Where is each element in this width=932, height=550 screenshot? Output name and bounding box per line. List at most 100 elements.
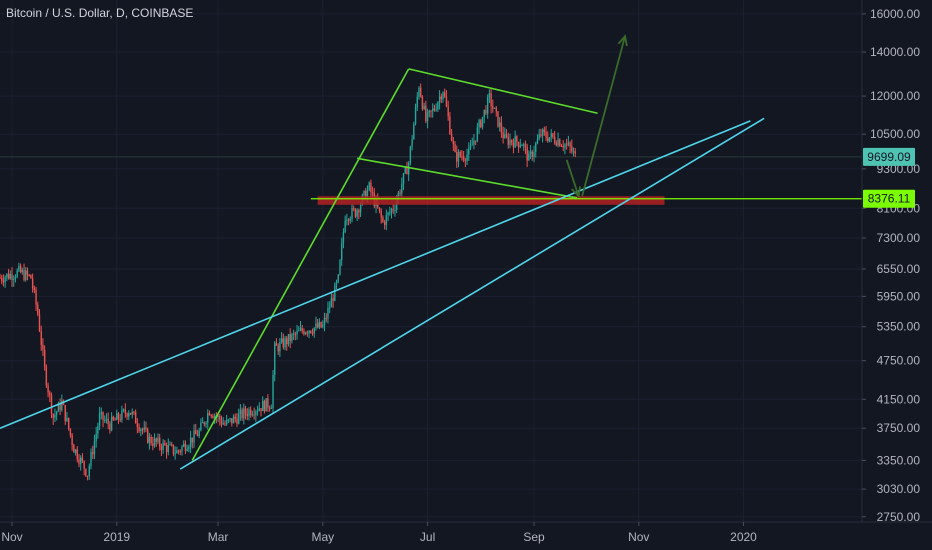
candle-body bbox=[572, 151, 575, 153]
candle-body bbox=[181, 446, 183, 452]
candle-body bbox=[301, 328, 303, 331]
candle-body bbox=[73, 444, 75, 453]
candle-body bbox=[325, 317, 327, 319]
time-axis-label: Mar bbox=[208, 530, 229, 544]
candle-body bbox=[328, 307, 331, 309]
candle-body bbox=[500, 122, 503, 133]
candle-body bbox=[260, 408, 262, 411]
candle-body bbox=[196, 434, 199, 437]
candle-body bbox=[351, 207, 353, 219]
candle-body bbox=[158, 437, 161, 447]
candle-body bbox=[289, 334, 291, 341]
candle-body bbox=[229, 418, 231, 420]
candle-body bbox=[342, 231, 345, 244]
candle-body bbox=[219, 415, 221, 420]
candle-body bbox=[237, 414, 240, 424]
candle-body bbox=[40, 331, 42, 345]
candle-body bbox=[567, 142, 570, 145]
candle-body bbox=[213, 415, 216, 419]
candle-body bbox=[332, 298, 334, 301]
candle-body bbox=[547, 137, 549, 142]
candle-body bbox=[308, 330, 310, 334]
candle-body bbox=[469, 145, 472, 149]
candle-body bbox=[210, 415, 212, 417]
candle-body bbox=[511, 139, 513, 143]
candle-body bbox=[454, 144, 456, 153]
candle-body bbox=[241, 409, 243, 419]
candle-body bbox=[279, 342, 281, 352]
candle-body bbox=[227, 419, 230, 421]
candle-body bbox=[498, 122, 501, 127]
candle-body bbox=[516, 136, 518, 143]
candle-body bbox=[162, 442, 164, 451]
candle-body bbox=[176, 450, 178, 454]
candle-body bbox=[177, 450, 180, 452]
candle-body bbox=[299, 328, 302, 331]
candle-body bbox=[462, 156, 465, 160]
candle-body bbox=[311, 332, 314, 334]
time-axis-label: Nov bbox=[628, 530, 649, 544]
candle-body bbox=[294, 333, 297, 335]
candle-body bbox=[346, 219, 348, 221]
candle-body bbox=[146, 429, 149, 443]
price-badges: 9699.09 8376.11 bbox=[863, 147, 915, 208]
candle-body bbox=[437, 102, 439, 110]
drawings-layer[interactable] bbox=[0, 34, 862, 470]
candle-body bbox=[389, 212, 391, 214]
candle-body bbox=[480, 120, 482, 128]
time-axis-label: Jul bbox=[420, 530, 435, 544]
candle-body bbox=[134, 412, 137, 424]
candle-body bbox=[81, 457, 84, 462]
candle-body bbox=[306, 332, 309, 334]
candle-body bbox=[438, 96, 441, 103]
candle-body bbox=[31, 278, 34, 288]
candle-body bbox=[320, 322, 322, 328]
candle-body bbox=[222, 423, 224, 425]
candle-body bbox=[122, 409, 125, 411]
level-badge-text: 8376.11 bbox=[868, 192, 911, 206]
time-axis[interactable]: Nov 2019 Mar May Jul Sep Nov 2020 bbox=[1, 522, 757, 544]
candle-body bbox=[296, 330, 298, 335]
candle-body bbox=[533, 151, 535, 158]
candle-body bbox=[244, 408, 247, 414]
candle-body bbox=[430, 110, 432, 112]
candle-body bbox=[387, 212, 389, 215]
forecast-arrow-line bbox=[581, 35, 626, 197]
candle-body bbox=[205, 422, 207, 425]
candle-body bbox=[464, 159, 467, 161]
candle-body bbox=[344, 220, 346, 232]
candle-body bbox=[184, 443, 187, 451]
candle-body bbox=[531, 151, 534, 158]
candle-body bbox=[445, 96, 448, 107]
candle-body bbox=[225, 419, 228, 425]
candle-body bbox=[543, 129, 546, 132]
candle-body bbox=[0, 277, 1, 279]
candle-body bbox=[574, 151, 576, 154]
price-axis-label: 5950.00 bbox=[877, 289, 921, 303]
candle-body bbox=[370, 182, 372, 193]
candle-body bbox=[368, 182, 370, 190]
chart-grid bbox=[0, 0, 862, 522]
candle-body bbox=[121, 409, 123, 420]
candle-body bbox=[318, 322, 321, 328]
candle-body bbox=[466, 154, 468, 161]
candle-body bbox=[356, 210, 358, 217]
candle-body bbox=[339, 260, 341, 275]
candle-body bbox=[354, 209, 357, 217]
candle-body bbox=[428, 110, 430, 113]
symbol-title[interactable]: Bitcoin / U.S. Dollar, D, COINBASE bbox=[6, 6, 194, 20]
candle-body bbox=[272, 375, 274, 409]
candle-body bbox=[407, 163, 410, 175]
candle-body bbox=[11, 273, 13, 280]
candle-body bbox=[341, 243, 343, 261]
candle-body bbox=[150, 436, 152, 444]
candle-body bbox=[1, 277, 3, 281]
support-zone bbox=[317, 196, 665, 205]
candle-body bbox=[452, 140, 455, 145]
candle-body bbox=[541, 129, 544, 136]
candle-body bbox=[538, 134, 540, 140]
candle-body bbox=[38, 314, 41, 332]
candle-body bbox=[45, 366, 48, 386]
candle-body bbox=[102, 412, 104, 421]
